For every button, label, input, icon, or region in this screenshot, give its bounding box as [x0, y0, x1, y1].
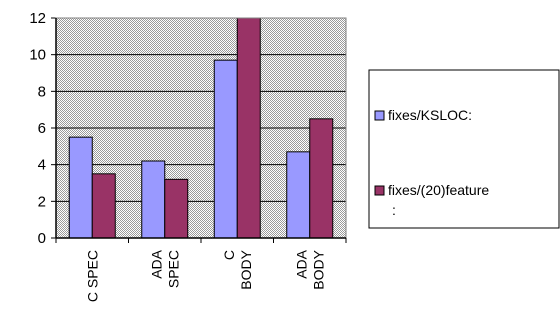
x-category-label: BODY — [310, 249, 326, 289]
x-category-label: ADA — [293, 249, 309, 278]
legend-label: fixes/KSLOC: — [388, 107, 472, 123]
bar-fixes-ksloc-2 — [213, 59, 238, 239]
x-category-label: C SPEC — [84, 250, 100, 302]
y-tick-label: 0 — [38, 230, 46, 247]
bar-fixes-ksloc-3 — [286, 151, 311, 239]
y-tick-label: 12 — [29, 10, 46, 27]
legend-swatch — [374, 185, 385, 196]
y-tick-label: 4 — [38, 157, 46, 174]
x-category-label: SPEC — [165, 250, 181, 288]
y-tick-label: 10 — [29, 47, 46, 64]
x-category-label: C — [221, 250, 237, 260]
legend-label-continued: : — [392, 202, 396, 218]
y-tick-label: 8 — [38, 83, 46, 100]
x-category-label: BODY — [238, 249, 254, 289]
y-tick-label: 2 — [38, 193, 46, 210]
legend-label: fixes/(20)feature — [388, 182, 489, 198]
bar-fixes-feature-0 — [91, 173, 116, 239]
y-tick-label: 6 — [38, 120, 46, 137]
bar-fixes-feature-3 — [309, 118, 334, 239]
legend-box — [368, 69, 560, 229]
bar-fixes-ksloc-1 — [141, 160, 166, 239]
bar-fixes-feature-2 — [236, 17, 261, 239]
bar-fixes-ksloc-0 — [68, 136, 93, 239]
bar-fixes-feature-1 — [164, 178, 189, 239]
x-category-label: ADA — [148, 249, 164, 278]
legend-swatch — [374, 110, 385, 121]
